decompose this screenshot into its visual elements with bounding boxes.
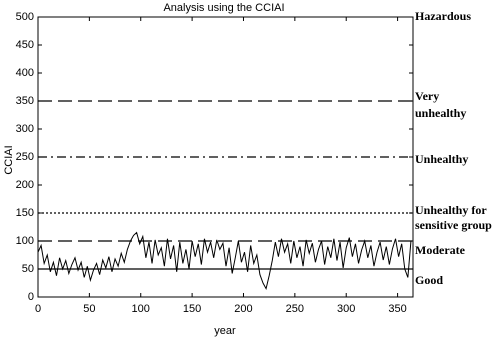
y-tick-label: 150 [16, 207, 34, 219]
category-label: Unhealthy for [415, 203, 487, 217]
y-axis-label: CCIAI [3, 145, 15, 174]
category-label: Very [415, 89, 439, 103]
y-tick-label: 450 [16, 39, 34, 51]
y-tick-label: 0 [28, 291, 34, 303]
x-tick-label: 0 [35, 303, 41, 315]
y-tick-label: 50 [22, 263, 34, 275]
x-tick-label: 50 [83, 303, 95, 315]
y-tick-label: 250 [16, 151, 34, 163]
y-tick-label: 200 [16, 179, 34, 191]
x-tick-label: 150 [183, 303, 201, 315]
data-line [37, 231, 412, 290]
x-tick-label: 200 [234, 303, 252, 315]
x-tick-label: 300 [337, 303, 355, 315]
category-label: sensitive group [415, 218, 492, 232]
category-label: Moderate [415, 243, 466, 257]
x-tick-label: 250 [286, 303, 304, 315]
category-label: Unhealthy [415, 152, 468, 166]
y-tick-label: 500 [16, 11, 34, 23]
x-axis-label: year [214, 325, 236, 337]
chart-title: Analysis using the CCIAI [163, 2, 284, 14]
x-tick-label: 100 [132, 303, 150, 315]
y-tick-label: 300 [16, 123, 34, 135]
y-tick-label: 400 [16, 67, 34, 79]
y-tick-label: 100 [16, 235, 34, 247]
category-label: Hazardous [415, 9, 471, 23]
x-tick-label: 350 [388, 303, 406, 315]
category-label: Good [415, 273, 443, 287]
category-label: unhealthy [415, 106, 466, 120]
y-tick-label: 350 [16, 95, 34, 107]
